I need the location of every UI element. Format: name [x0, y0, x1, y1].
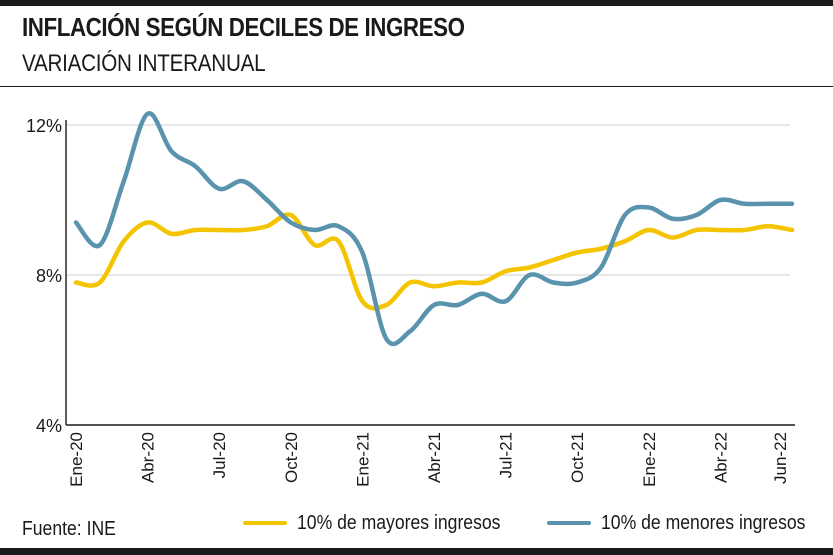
legend-label-lower: 10% de menores ingresos — [601, 511, 806, 534]
chart-subtitle: VARIACIÓN INTERANUAL — [22, 50, 266, 77]
x-tick-label: Abr-22 — [711, 432, 730, 483]
y-tick-label: 4% — [36, 416, 62, 436]
series-line-lower — [73, 111, 795, 347]
x-tick-label: Oct-20 — [282, 432, 301, 483]
x-tick-label: Ene-20 — [67, 432, 86, 487]
legend-item-lower: 10% de menores ingresos — [547, 511, 833, 534]
x-tick-label: Ene-21 — [353, 432, 372, 487]
header-divider — [0, 86, 833, 87]
legend-swatch-lower — [547, 521, 591, 525]
y-tick-label: 8% — [36, 266, 62, 286]
x-tick-label: Abr-20 — [139, 432, 158, 483]
x-tick-label: Oct-21 — [568, 432, 587, 483]
top-border — [0, 0, 833, 6]
y-tick-label: 12% — [26, 116, 62, 136]
legend-swatch-higher — [243, 521, 287, 525]
chart-title: INFLACIÓN SEGÚN DECILES DE INGRESO — [22, 12, 465, 42]
x-tick-label: Jul-20 — [210, 432, 229, 478]
legend-label-higher: 10% de mayores ingresos — [297, 511, 501, 534]
x-tick-label: Abr-21 — [425, 432, 444, 483]
bottom-border — [0, 548, 833, 555]
series-line-higher — [73, 212, 795, 311]
x-tick-label: Jul-21 — [497, 432, 516, 478]
legend-item-higher: 10% de mayores ingresos — [243, 511, 528, 534]
x-tick-label: Jun-22 — [771, 432, 790, 484]
source-note: Fuente: INE — [22, 518, 116, 540]
x-tick-label: Ene-22 — [640, 432, 659, 487]
